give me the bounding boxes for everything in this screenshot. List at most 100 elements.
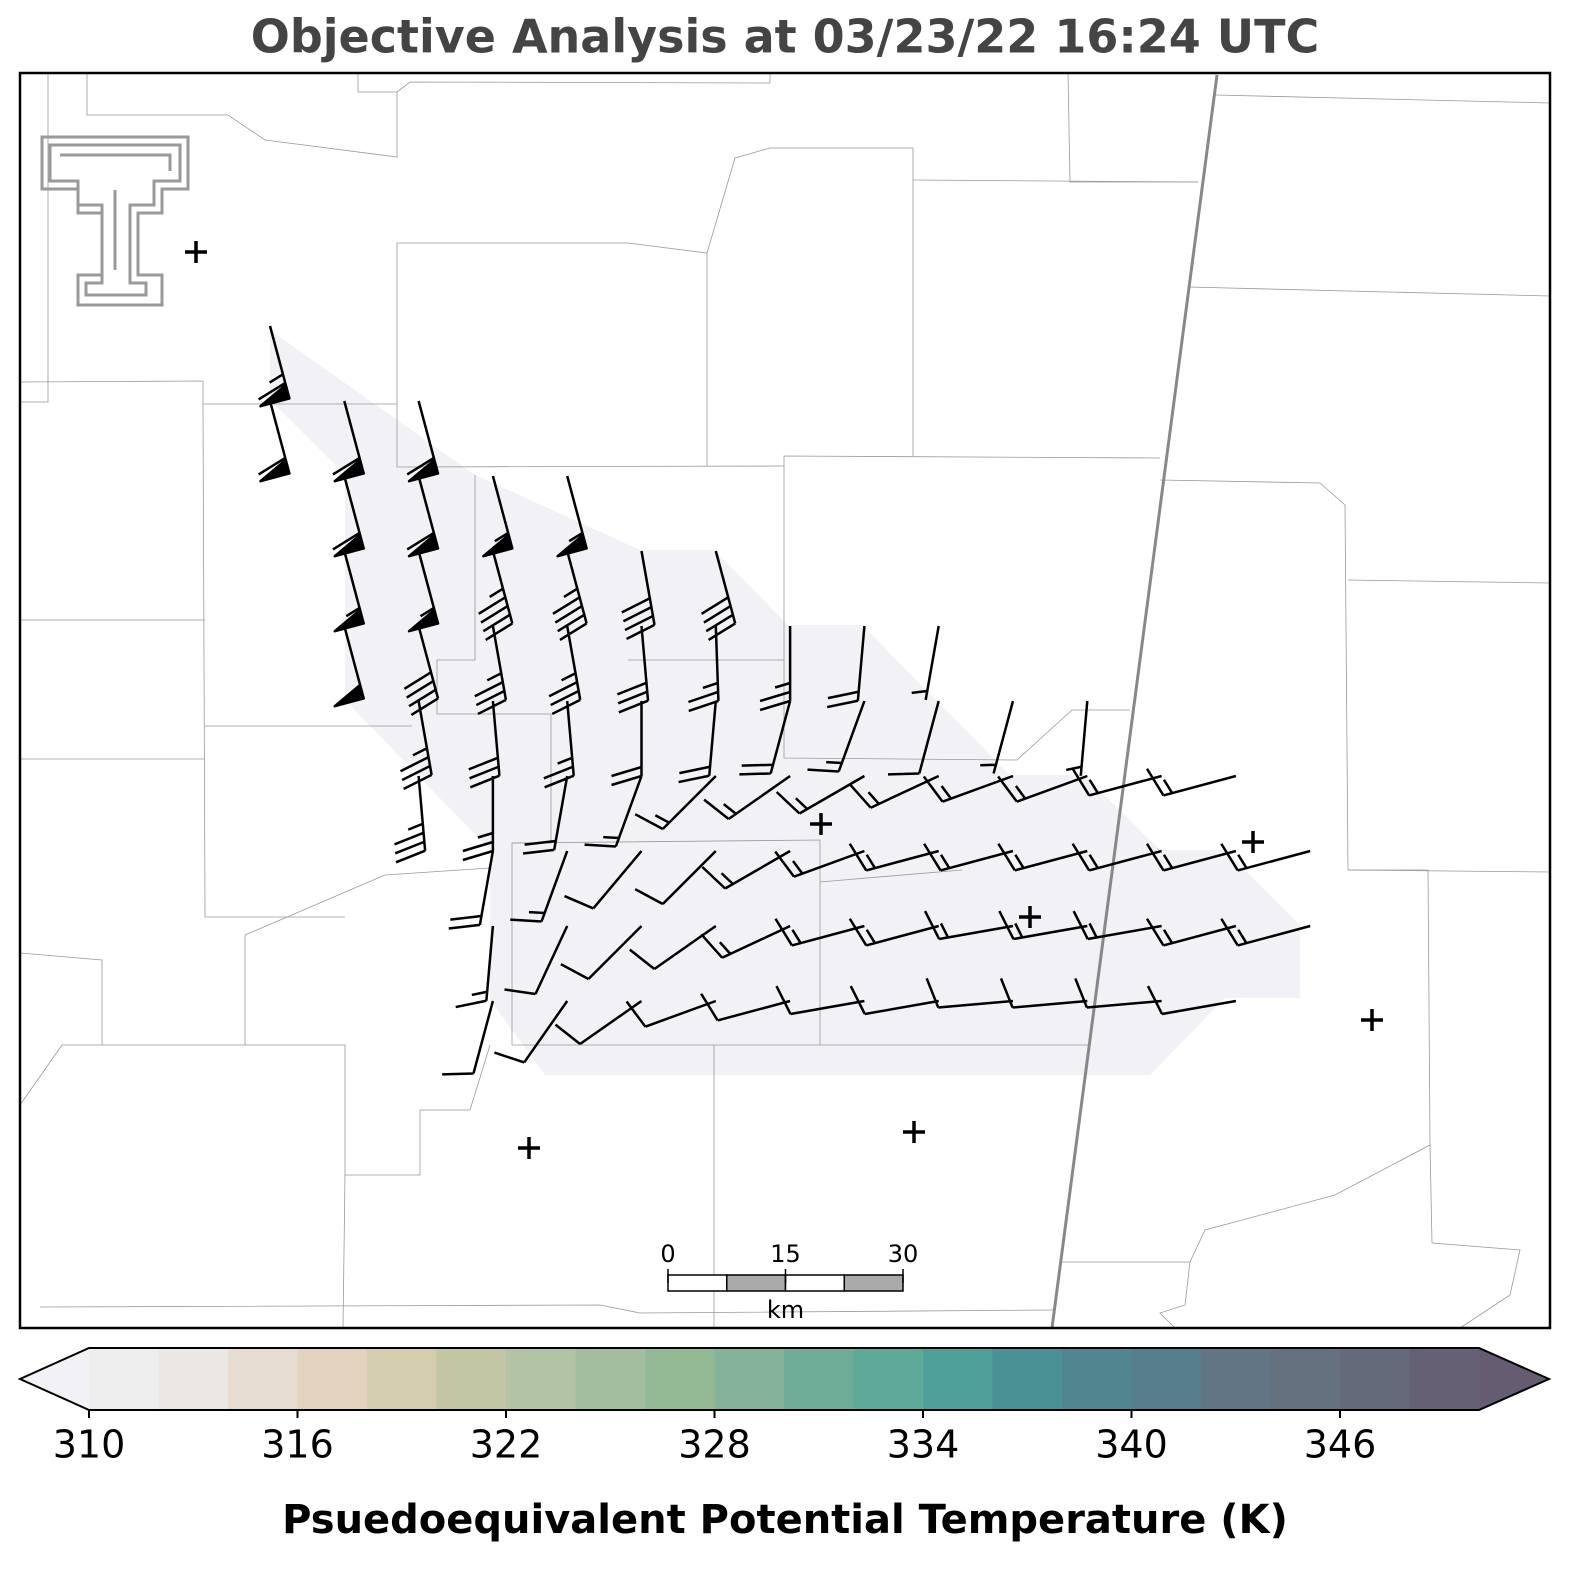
scale-segment — [843, 1274, 904, 1292]
wind-barb — [1220, 843, 1311, 872]
wind-barb — [1074, 977, 1162, 1009]
colorbar-bin — [1062, 1348, 1132, 1410]
wind-barb — [1145, 918, 1237, 947]
colorbar-bin — [992, 1348, 1063, 1410]
wind-barb — [584, 775, 643, 848]
colorbar-extend-high — [1479, 1348, 1549, 1410]
wind-barb — [333, 550, 365, 633]
wind-barb — [1071, 768, 1162, 797]
wind-barb — [629, 924, 717, 971]
wind-barb — [634, 775, 717, 831]
wind-barb — [849, 985, 939, 1016]
wind-barb — [998, 910, 1088, 941]
wind-barb — [980, 700, 1015, 774]
wind-barb — [923, 843, 1014, 872]
wind-barb — [911, 625, 940, 701]
county-lines — [19, 72, 1551, 1329]
colorbar-label: Psuedoequivalent Potential Temperature (… — [282, 1497, 1288, 1543]
wind-barb — [560, 925, 643, 981]
wind-barb — [807, 700, 866, 773]
colorbar-bin — [645, 1348, 715, 1410]
colorbar-bin — [1201, 1348, 1271, 1410]
colorbar-tick-label: 328 — [678, 1423, 751, 1467]
scale-segment — [667, 1274, 728, 1292]
wind-barb — [399, 700, 433, 791]
wind-barb — [1071, 843, 1162, 872]
colorbar-bin — [1131, 1348, 1202, 1410]
colorbar-bin — [367, 1348, 437, 1410]
wind-barb — [621, 550, 656, 641]
wind-barb — [1145, 768, 1237, 797]
wind-barb — [257, 400, 291, 483]
scale-unit: km — [767, 1296, 804, 1324]
station-markers — [185, 241, 1383, 1159]
title: Objective Analysis at 03/23/22 16:24 UTC — [251, 10, 1320, 64]
colorbar-tick-label: 340 — [1095, 1423, 1168, 1467]
colorbar-bin — [1409, 1348, 1480, 1410]
wind-barb — [700, 993, 791, 1022]
wind-barb — [999, 977, 1088, 1009]
wind-barb — [739, 700, 792, 776]
wind-barb — [543, 700, 575, 789]
colorbar-tick-label: 310 — [53, 1423, 126, 1467]
wind-barb — [759, 626, 792, 712]
wind-barb — [482, 475, 514, 558]
wind-barb — [522, 775, 569, 855]
wind-barb — [474, 625, 508, 716]
colorbar-bin — [1270, 1348, 1341, 1410]
wind-barb — [548, 625, 582, 716]
wind-barb — [848, 843, 940, 872]
wind-barb — [625, 999, 717, 1028]
wind-barb — [775, 985, 865, 1016]
map: 0 15 30 km — [18, 71, 1552, 1330]
colorbar-bin — [228, 1348, 298, 1410]
colorbar-bin — [436, 1348, 507, 1410]
station-marker — [185, 241, 1383, 1159]
wind-barb — [504, 925, 569, 996]
wind-barb — [448, 850, 495, 930]
wind-barb — [406, 475, 440, 558]
colorbar-bin — [853, 1348, 924, 1410]
colorbar-bin — [714, 1348, 785, 1410]
wind-barb — [455, 925, 495, 1009]
wind-barb — [925, 977, 1014, 1009]
wind-barb — [406, 400, 440, 483]
wind-barb — [552, 550, 588, 641]
map-frame — [18, 71, 1552, 1330]
logo-inner — [48, 143, 182, 297]
wind-barb — [407, 550, 440, 633]
scale-label: 30 — [888, 1240, 919, 1268]
wind-barb — [997, 774, 1088, 803]
wind-barb — [923, 910, 1014, 941]
scale-bar: 0 15 30 km — [660, 1240, 918, 1324]
wind-barb — [826, 625, 866, 709]
wind-barb — [494, 1000, 569, 1064]
wind-barb — [616, 625, 650, 714]
colorbar-outline — [17, 1347, 1552, 1411]
colorbar-bin — [575, 1348, 646, 1410]
wind-barb — [703, 774, 791, 821]
logo-detail — [60, 153, 172, 270]
colorbar-bin — [1340, 1348, 1410, 1410]
wind-barb — [403, 625, 440, 716]
wind-barb — [774, 918, 865, 947]
state-line — [1050, 74, 1219, 1329]
wind-barb — [564, 850, 643, 910]
colorbar-tick-label: 334 — [887, 1423, 960, 1467]
scale-segment — [726, 1274, 787, 1292]
wind-barb — [1220, 918, 1311, 947]
colorbar: 310 316 322 328 334 340 346 — [17, 1347, 1552, 1467]
colorbar-tick-label: 346 — [1304, 1423, 1377, 1467]
wind-barb — [700, 924, 791, 959]
scale-label: 0 — [660, 1240, 675, 1268]
wind-barb — [333, 625, 365, 708]
wind-barb — [510, 850, 569, 923]
colorbar-bin — [297, 1348, 368, 1410]
wind-barb — [887, 700, 940, 776]
wind-barb — [848, 918, 940, 947]
wind-barb — [1145, 843, 1237, 872]
wind-barb — [700, 550, 737, 641]
wind-barb — [442, 1000, 495, 1076]
wind-barb — [1072, 910, 1162, 941]
wind-barb — [1146, 985, 1237, 1016]
